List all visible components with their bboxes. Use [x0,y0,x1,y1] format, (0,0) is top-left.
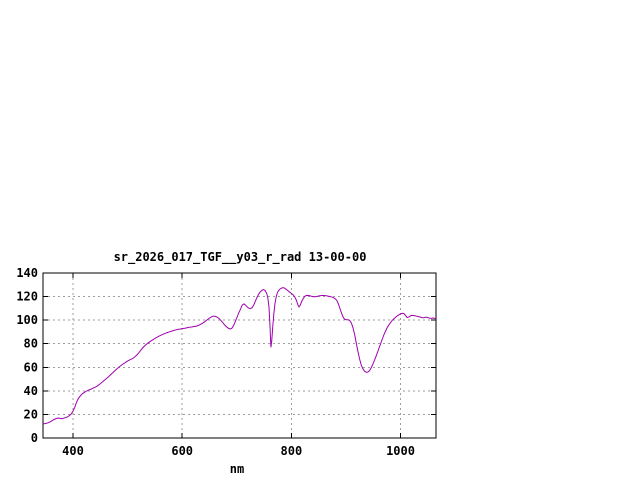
x-tick-label: 800 [281,444,303,458]
y-tick-label: 0 [31,431,38,445]
y-tick-label: 100 [16,313,38,327]
y-tick-label: 80 [24,337,38,351]
y-tick-label: 140 [16,266,38,280]
y-tick-label: 120 [16,290,38,304]
x-tick-labels: 400 600 800 1000 [62,444,415,458]
y-tick-label: 40 [24,384,38,398]
y-tick-label: 20 [24,407,38,421]
x-axis-label: nm [230,462,244,476]
plot-border [42,272,437,439]
y-tick-label: 60 [24,360,38,374]
x-tick-label: 400 [62,444,84,458]
x-tick-label: 1000 [386,444,415,458]
y-tick-labels: 0 20 40 60 80 100 120 140 [16,266,38,445]
grid-lines [43,273,436,438]
spectrum-curve [42,287,437,425]
chart-title: sr_2026_017_TGF__y03_r_rad 13-00-00 [114,250,367,265]
x-tick-label: 600 [171,444,193,458]
